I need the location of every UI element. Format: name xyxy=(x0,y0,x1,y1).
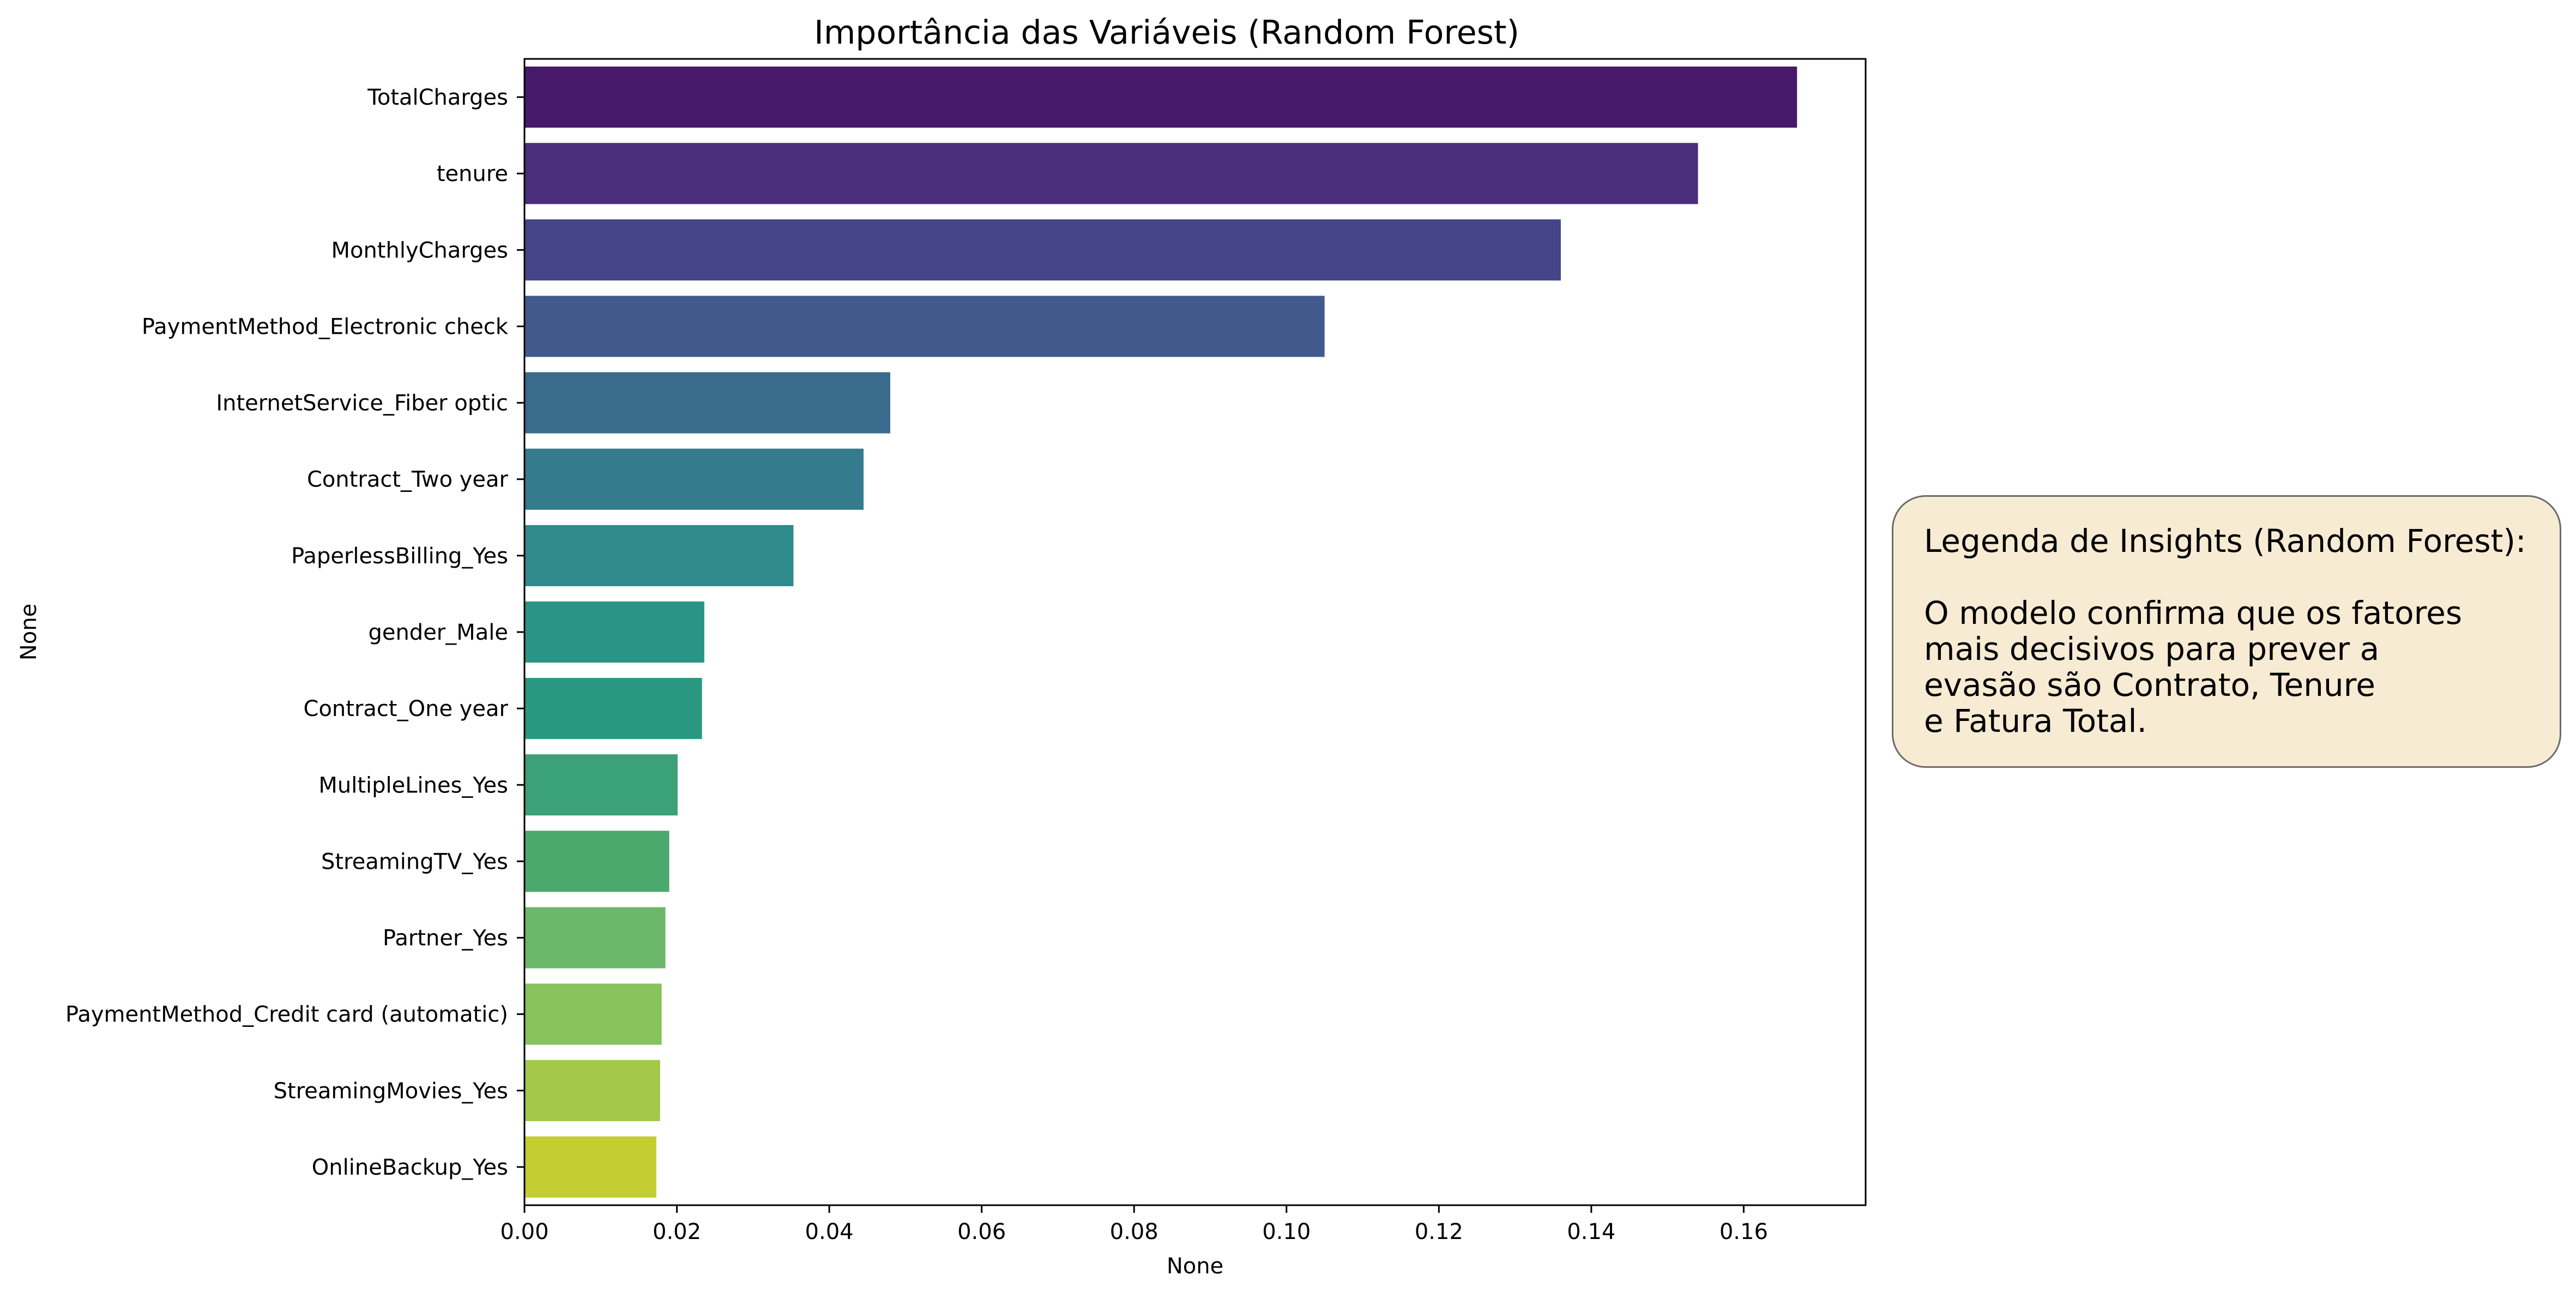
x-tick-label: 0.10 xyxy=(1262,1219,1311,1244)
insights-line-3: evasão são Contrato, Tenure xyxy=(1924,666,2375,703)
x-tick-label: 0.00 xyxy=(500,1219,548,1244)
bar-tenure xyxy=(524,143,1698,205)
y-tick-label: TotalCharges xyxy=(367,85,508,110)
insights-legend-box: Legenda de Insights (Random Forest): O m… xyxy=(1892,495,2561,768)
y-tick-label: Contract_Two year xyxy=(307,467,509,492)
y-tick-label: Contract_One year xyxy=(304,696,509,721)
bar-multiplelines-yes xyxy=(524,754,678,816)
bar-streamingtv-yes xyxy=(524,831,669,892)
bar-paymentmethod-electronic-check xyxy=(524,296,1325,357)
y-tick-label: PaymentMethod_Credit card (automatic) xyxy=(65,1002,508,1027)
y-tick-label: PaperlessBilling_Yes xyxy=(291,544,508,569)
bar-totalcharges xyxy=(524,67,1797,128)
y-tick-label: StreamingMovies_Yes xyxy=(274,1079,508,1104)
bar-streamingmovies-yes xyxy=(524,1060,660,1121)
bar-onlinebackup-yes xyxy=(524,1136,656,1198)
y-tick-label: InternetService_Fiber optic xyxy=(216,391,508,416)
bar-contract-two-year xyxy=(524,448,864,510)
insights-spacer xyxy=(1924,559,2529,595)
chart-title: Importância das Variáveis (Random Forest… xyxy=(814,14,1519,52)
y-tick-label: tenure xyxy=(437,161,508,187)
bar-partner-yes xyxy=(524,907,666,969)
insights-line-4: e Fatura Total. xyxy=(1924,702,2147,739)
insights-line-1: O modelo confirma que os fatores xyxy=(1924,594,2463,632)
x-tick-label: 0.04 xyxy=(805,1219,854,1244)
x-tick-label: 0.16 xyxy=(1720,1219,1768,1244)
insights-heading: Legenda de Insights (Random Forest): xyxy=(1924,522,2526,560)
bar-gender-male xyxy=(524,601,704,663)
y-axis-label: None xyxy=(16,604,41,660)
x-axis-label: None xyxy=(1167,1254,1223,1279)
bar-monthlycharges xyxy=(524,219,1561,281)
y-tick-label: MonthlyCharges xyxy=(331,238,508,263)
plot-frame xyxy=(523,58,1867,1206)
bar-paperlessbilling-yes xyxy=(524,525,794,586)
x-axis-ticks: 0.00 0.02 0.04 0.06 0.08 0.10 0.12 0.14 0.16 xyxy=(500,1205,1768,1244)
x-tick-label: 0.06 xyxy=(957,1219,1006,1244)
y-tick-label: StreamingTV_Yes xyxy=(321,849,508,874)
bar-paymentmethod-credit-card-automatic xyxy=(524,983,662,1045)
y-tick-label: Partner_Yes xyxy=(383,926,508,951)
bars-group xyxy=(524,67,1797,1198)
x-tick-label: 0.12 xyxy=(1415,1219,1463,1244)
bar-contract-one-year xyxy=(524,678,702,739)
x-tick-label: 0.08 xyxy=(1110,1219,1159,1244)
bar-internetservice-fiber-optic xyxy=(524,372,890,434)
y-tick-label: OnlineBackup_Yes xyxy=(312,1155,508,1180)
insights-line-2: mais decisivos para prever a xyxy=(1924,630,2380,667)
x-tick-label: 0.02 xyxy=(653,1219,701,1244)
y-tick-label: MultipleLines_Yes xyxy=(318,773,508,798)
x-tick-label: 0.14 xyxy=(1567,1219,1615,1244)
y-tick-label: gender_Male xyxy=(368,620,508,645)
y-tick-label: PaymentMethod_Electronic check xyxy=(142,314,509,339)
y-axis-ticks: TotalCharges tenure MonthlyCharges PaymentM… xyxy=(65,85,524,1180)
